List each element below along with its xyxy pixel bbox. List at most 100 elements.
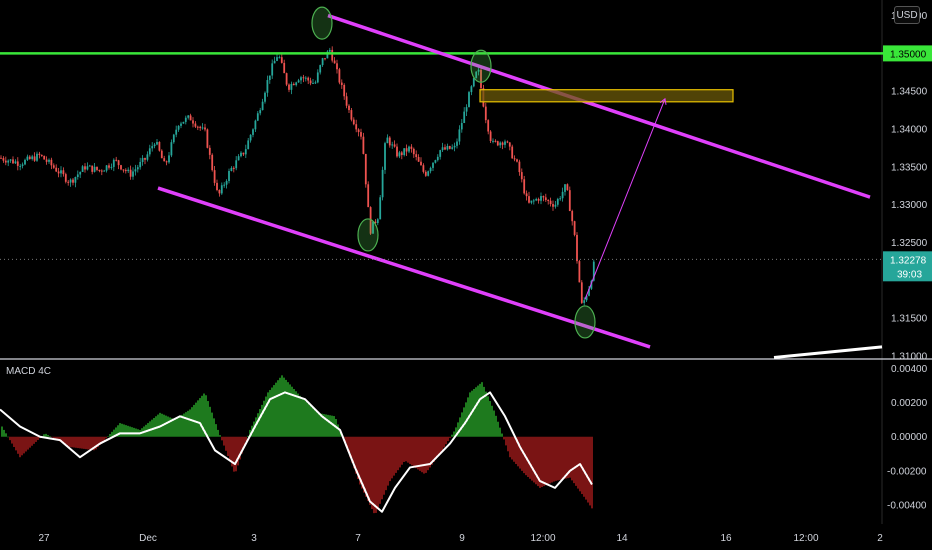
- candle-body: [429, 167, 432, 172]
- macd-bar: [291, 386, 293, 437]
- candle-body: [103, 170, 106, 172]
- macd-bar: [417, 436, 419, 470]
- candle-body: [398, 152, 401, 157]
- candle-body: [127, 169, 130, 172]
- macd-bar: [197, 400, 199, 437]
- candle-body: [187, 115, 190, 118]
- candle-body: [115, 159, 118, 161]
- macd-histogram: [1, 375, 593, 514]
- candle-body: [43, 155, 46, 160]
- trendline-white[interactable]: [773, 345, 883, 360]
- macd-bar: [439, 436, 441, 454]
- macd-bar: [183, 413, 185, 437]
- macd-bar: [379, 436, 381, 504]
- candle-body: [156, 141, 158, 145]
- candle-body: [50, 159, 53, 166]
- macd-axis-tick: 0.00400: [891, 364, 928, 375]
- price-axis-tick: 1.31000: [891, 352, 928, 363]
- candle-body: [345, 96, 348, 106]
- channel-upper-line[interactable]: [327, 13, 871, 199]
- candle-body: [580, 282, 583, 303]
- macd-bar: [261, 404, 263, 437]
- macd-bar: [325, 414, 327, 437]
- candle-body: [319, 65, 322, 73]
- macd-bar: [559, 436, 561, 480]
- macd-bar: [5, 433, 7, 437]
- candle-body: [487, 120, 490, 132]
- candle-body: [276, 57, 278, 61]
- macd-bar: [359, 436, 361, 485]
- macd-bar: [287, 382, 289, 437]
- candle-body: [12, 159, 14, 164]
- macd-bar: [189, 409, 191, 437]
- candle-body: [165, 161, 168, 163]
- candle-body: [132, 171, 134, 177]
- macd-bar: [293, 388, 295, 437]
- price-axis-tick: 1.34500: [891, 87, 928, 98]
- macd-bar: [187, 410, 189, 437]
- candle-body: [504, 141, 506, 145]
- candle-body: [170, 142, 173, 156]
- candle-body: [564, 184, 566, 192]
- candle-body: [7, 160, 10, 163]
- macd-bar: [445, 436, 447, 445]
- macd-bar: [179, 416, 181, 437]
- macd-bar: [241, 436, 243, 454]
- candle-body: [321, 58, 324, 66]
- current-price-tag-text: 1.32278: [890, 255, 927, 266]
- channel-lower-line[interactable]: [157, 186, 651, 349]
- macd-bar: [49, 436, 51, 437]
- macd-bar: [119, 423, 121, 437]
- macd-bar: [33, 436, 35, 444]
- candle-body: [60, 170, 62, 174]
- macd-bar: [337, 424, 339, 437]
- candle-body: [492, 140, 494, 142]
- macd-bar: [133, 427, 135, 437]
- candle-body: [578, 261, 581, 283]
- macd-bar: [419, 436, 421, 471]
- candle-body: [16, 161, 19, 166]
- macd-bar: [403, 436, 405, 462]
- macd-bar: [323, 414, 325, 437]
- macd-bar: [509, 436, 511, 458]
- candle-body: [4, 160, 7, 163]
- macd-bar: [377, 436, 379, 509]
- macd-bar: [585, 436, 587, 500]
- macd-bar: [273, 385, 275, 437]
- candle-body: [220, 185, 223, 194]
- macd-bar: [127, 425, 129, 437]
- candle-body: [566, 184, 569, 191]
- candle-body: [367, 184, 370, 208]
- macd-axis-tick: -0.00200: [887, 466, 927, 477]
- macd-bar: [285, 379, 287, 437]
- macd-bar: [565, 436, 567, 479]
- candle-body: [244, 149, 247, 155]
- candle-body: [436, 156, 439, 161]
- candle-body: [69, 179, 72, 183]
- macd-bar: [157, 414, 159, 437]
- currency-button[interactable]: USD: [894, 6, 920, 24]
- candle-body: [271, 63, 274, 76]
- macd-bar: [89, 436, 91, 450]
- projection-arrow[interactable]: [584, 98, 666, 300]
- macd-bar: [55, 436, 57, 440]
- supply-zone[interactable]: [479, 89, 734, 103]
- candle-body: [484, 106, 487, 121]
- macd-bar: [21, 436, 23, 456]
- macd-bar: [507, 436, 509, 452]
- candle-body: [415, 154, 418, 158]
- candle-body: [523, 179, 526, 194]
- macd-bar: [95, 436, 97, 450]
- macd-bar: [111, 431, 113, 437]
- macd-bar: [555, 436, 557, 481]
- macd-bar: [351, 436, 353, 463]
- macd-bar: [269, 389, 271, 437]
- macd-bar: [455, 427, 457, 437]
- macd-bar: [67, 436, 69, 446]
- candle-body: [278, 57, 281, 59]
- candle-body: [494, 140, 497, 142]
- macd-bar: [299, 395, 301, 437]
- macd-bar: [117, 425, 119, 437]
- candle-body: [518, 161, 521, 173]
